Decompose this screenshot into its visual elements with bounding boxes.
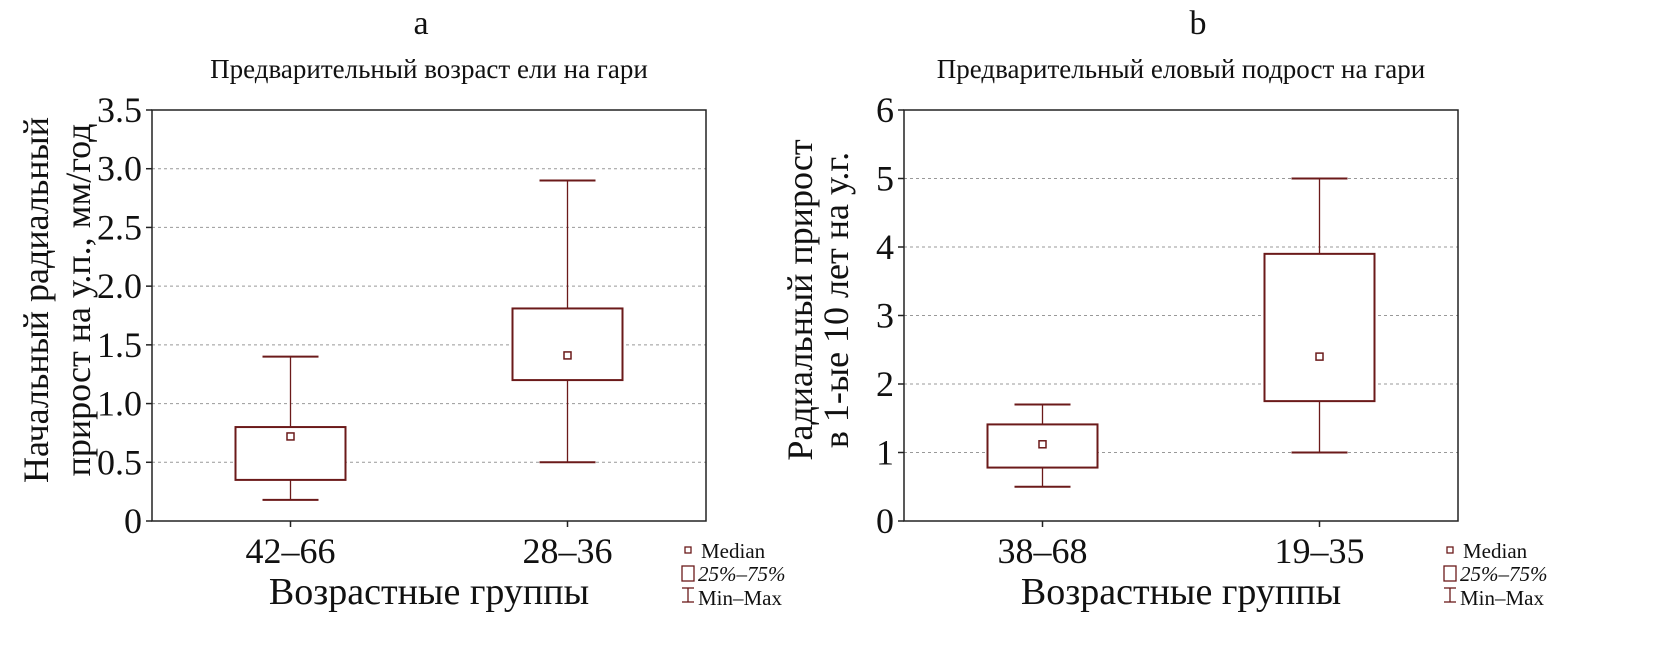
legend-box-symbol (681, 565, 695, 582)
median-marker (286, 432, 295, 441)
legend-median-label: Median (701, 539, 766, 563)
legend-whisker-label: Min–Max (698, 586, 783, 610)
y-axis-label: Радиальный прирост (780, 139, 820, 460)
iqr-box (986, 423, 1099, 469)
iqr-box (511, 307, 624, 382)
legend-whisker-label: Min–Max (1460, 586, 1545, 610)
x-tick-label: 19–35 (1275, 531, 1365, 571)
y-tick-label: 0.5 (97, 442, 142, 482)
y-tick-label: 3.0 (97, 149, 142, 189)
legend-box-label: 25%–75% (698, 562, 786, 586)
y-tick-label: 2.5 (97, 207, 142, 247)
y-tick-label: 5 (876, 159, 894, 199)
median-marker (1315, 352, 1324, 361)
y-tick-label: 2.0 (97, 266, 142, 306)
chart-title: Предварительный еловый подрост на гари (937, 54, 1425, 84)
chart-title: Предварительный возраст ели на гари (210, 54, 648, 84)
median-marker (563, 351, 572, 360)
legend-median-symbol (684, 546, 692, 554)
chart-panel-b: b Предварительный еловый подрост на гари 0… (780, 5, 1548, 613)
legend-box-label: 25%–75% (1460, 562, 1548, 586)
y-tick-label: 1.0 (97, 384, 142, 424)
median-marker (1038, 440, 1047, 449)
box-1 (511, 179, 624, 464)
iqr-box (1263, 252, 1376, 403)
legend-median-symbol (1446, 546, 1454, 554)
y-tick-label: 3.5 (97, 90, 142, 130)
y-tick-label: 3 (876, 296, 894, 336)
chart-panel-a: a Предварительный возраст ели на гари 0 0.5… (16, 5, 786, 613)
y-tick-label: 1 (876, 433, 894, 473)
box-1 (1263, 177, 1376, 454)
x-axis-label: Возрастные группы (1021, 571, 1341, 613)
box-0 (986, 403, 1099, 488)
y-axis-label: в 1-ые 10 лет на у.г. (816, 152, 856, 448)
legend-box-symbol (1443, 565, 1457, 582)
x-tick-label: 42–66 (246, 531, 336, 571)
x-tick-label: 28–36 (523, 531, 613, 571)
x-axis-label: Возрастные группы (269, 571, 589, 613)
y-axis-label: Начальный радиальный (16, 117, 56, 483)
y-tick-label: 4 (876, 227, 894, 267)
y-axis-label: прирост на у.п., мм/год (58, 124, 98, 477)
y-tick-label: 2 (876, 364, 894, 404)
y-tick-label: 6 (876, 90, 894, 130)
y-tick-label: 0 (124, 501, 142, 541)
y-tick-label: 1.5 (97, 325, 142, 365)
box-0 (234, 355, 347, 501)
legend-median-label: Median (1463, 539, 1528, 563)
x-tick-label: 38–68 (998, 531, 1088, 571)
y-tick-label: 0 (876, 501, 894, 541)
panel-letter: b (1190, 5, 1207, 42)
plot-frame (151, 109, 707, 522)
panel-letter: a (413, 5, 428, 42)
